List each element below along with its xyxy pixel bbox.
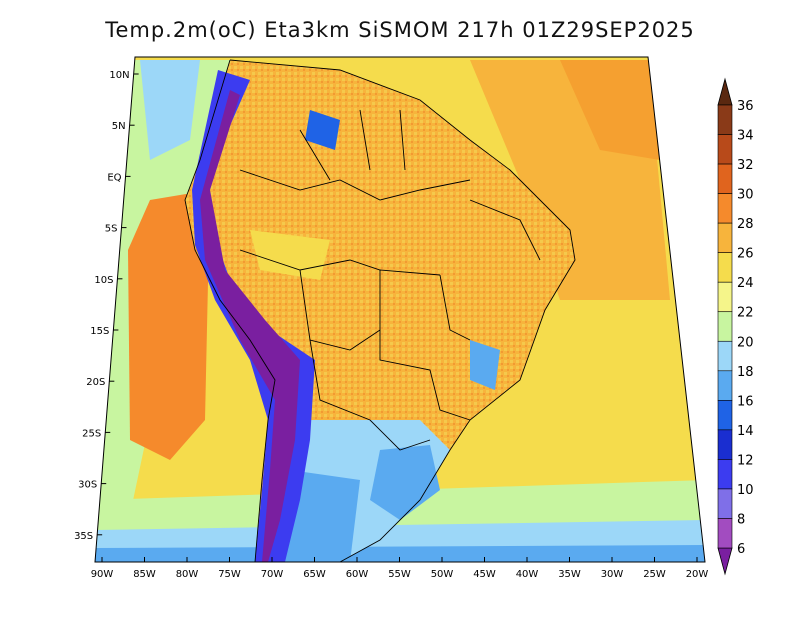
lon-tick-label: 55W [388,569,411,580]
map-title: Temp.2m(oC) Eta3km SiSMOM 217h 01Z29SEP2… [105,18,695,42]
colorbar-label: 12 [737,453,754,468]
colorbar-segment [717,340,733,372]
colorbar-segment [717,134,733,165]
south-coldest-band [95,545,705,562]
lon-tick-label: 70W [261,569,284,580]
lat-tick-label: 5S [105,224,118,235]
colorbar-bottom-arrow [717,547,733,576]
southeast-brazil-cool [470,340,500,390]
map-field [95,57,705,562]
pacific-north-cool [140,60,200,160]
lon-tick-label: 20W [686,569,709,580]
colorbar-label: 16 [737,394,754,409]
lat-tick-label: 10S [94,275,113,286]
lon-tick-label: 80W [176,569,199,580]
map-frame [94,56,706,563]
colorbar-segment [717,429,733,460]
lon-tick-label: 25W [643,569,666,580]
atlantic-warm-patch [560,60,660,160]
colorbar-label: 18 [737,365,754,380]
colorbar-label: 6 [737,542,745,557]
colorbar-segment [717,222,733,253]
amazon-patch [250,230,330,280]
colorbar-segment [717,459,733,490]
pacific-warm-patch [128,190,210,460]
colorbar-label: 10 [737,483,754,498]
colorbar-segment [717,370,733,401]
colorbar-segment [717,104,733,135]
lon-tick-label: 45W [473,569,496,580]
lon-tick-label: 85W [133,569,156,580]
colorbar-segment [717,518,733,549]
colorbar-segment [717,488,733,519]
colorbar-segment [717,281,733,313]
longitude-axis: 90W 85W 80W 75W 70W 65W 60W 55W 50W 45W 40W 35W 30W 2… [91,557,709,580]
lat-tick-label: 20S [86,377,105,388]
lat-tick-label: 25S [82,428,101,439]
lon-tick-label: 90W [91,569,114,580]
lat-tick-label: 35S [74,531,93,542]
lon-tick-label: 35W [558,569,581,580]
colorbar-label: 8 [737,512,745,527]
colorbar-segment [717,400,733,431]
lon-tick-label: 50W [431,569,454,580]
colorbar-label: 30 [737,188,754,203]
lon-tick-label: 75W [218,569,241,580]
colorbar-label: 22 [737,306,754,321]
colorbar-segment [717,311,733,342]
lon-tick-label: 40W [516,569,539,580]
lon-tick-label: 65W [303,569,326,580]
lat-tick-label: 10N [109,70,129,81]
country-borders [184,59,576,562]
colorbar-label: 34 [737,129,754,144]
andes-coldest-strip [200,90,300,562]
latitude-axis: 10N 5N EQ 5S 10S 15S 20S 25S 30S 35S [74,70,139,542]
lat-tick-label: EQ [107,172,121,183]
lat-tick-label: 30S [78,480,97,491]
lon-tick-label: 30W [601,569,624,580]
colorbar-segment [717,193,733,224]
colorbar-label: 32 [737,158,754,173]
guiana-highland-cool [305,110,340,150]
lat-tick-label: 5N [112,121,126,132]
colorbar-top-arrow [717,77,733,106]
uruguay-cold [370,445,440,520]
lon-tick-label: 60W [346,569,369,580]
colorbar-segment [717,163,733,194]
colorbar-label: 26 [737,247,754,262]
colorbar-label: 20 [737,335,754,350]
colorbar-label: 36 [737,99,754,114]
colorbar-segment [717,252,733,283]
colorbar: 36 34 32 30 28 26 24 22 20 18 16 14 12 10 8 6 [717,77,754,576]
colorbar-label: 24 [737,276,754,291]
lat-tick-label: 15S [90,326,109,337]
colorbar-label: 28 [737,217,754,232]
colorbar-label: 14 [737,424,754,439]
